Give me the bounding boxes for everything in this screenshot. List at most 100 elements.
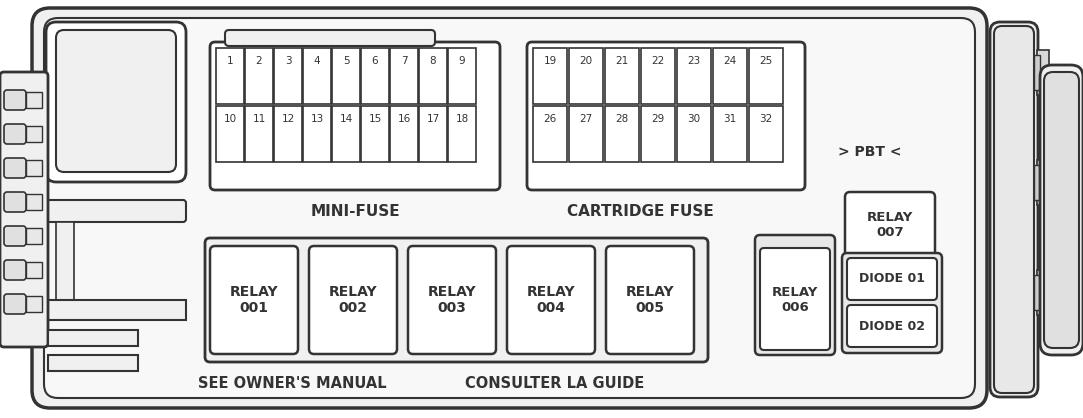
Text: RELAY
005: RELAY 005 <box>626 285 675 315</box>
Text: DIODE 01: DIODE 01 <box>859 273 925 285</box>
FancyBboxPatch shape <box>847 305 937 347</box>
FancyBboxPatch shape <box>225 30 435 46</box>
Bar <box>605 106 639 162</box>
Text: 14: 14 <box>339 114 353 124</box>
Text: 15: 15 <box>368 114 381 124</box>
FancyBboxPatch shape <box>4 226 26 246</box>
FancyBboxPatch shape <box>44 18 975 398</box>
Text: 3: 3 <box>285 56 291 66</box>
Bar <box>332 48 360 104</box>
Bar <box>1034 55 1040 90</box>
Text: 8: 8 <box>430 56 436 66</box>
Bar <box>1034 165 1040 200</box>
Text: 5: 5 <box>342 56 350 66</box>
Text: RELAY
001: RELAY 001 <box>230 285 278 315</box>
Bar <box>274 48 302 104</box>
Text: RELAY
006: RELAY 006 <box>772 286 818 314</box>
FancyBboxPatch shape <box>205 238 708 362</box>
Text: CARTRIDGE FUSE: CARTRIDGE FUSE <box>566 204 714 219</box>
FancyBboxPatch shape <box>408 246 496 354</box>
FancyBboxPatch shape <box>56 30 177 172</box>
Bar <box>677 48 712 104</box>
Text: 6: 6 <box>371 56 378 66</box>
FancyBboxPatch shape <box>309 246 397 354</box>
Bar <box>48 355 138 371</box>
FancyBboxPatch shape <box>994 26 1034 393</box>
Bar <box>713 106 747 162</box>
FancyBboxPatch shape <box>527 42 805 190</box>
Bar <box>245 48 273 104</box>
FancyBboxPatch shape <box>606 246 694 354</box>
Text: 17: 17 <box>427 114 440 124</box>
Text: 19: 19 <box>544 56 557 66</box>
Bar <box>605 48 639 104</box>
Text: 20: 20 <box>579 56 592 66</box>
Bar <box>1038 270 1049 315</box>
Bar <box>216 106 244 162</box>
Bar <box>361 106 389 162</box>
Bar <box>56 222 74 302</box>
FancyBboxPatch shape <box>4 260 26 280</box>
Bar <box>216 48 244 104</box>
Bar <box>26 194 42 210</box>
Text: 23: 23 <box>688 56 701 66</box>
Bar <box>713 48 747 104</box>
Bar <box>533 48 567 104</box>
FancyBboxPatch shape <box>4 294 26 314</box>
Text: 30: 30 <box>688 114 701 124</box>
Bar <box>26 160 42 176</box>
Text: 18: 18 <box>455 114 469 124</box>
Bar <box>45 300 186 320</box>
Bar <box>390 48 418 104</box>
FancyBboxPatch shape <box>210 42 500 190</box>
Text: 2: 2 <box>256 56 262 66</box>
Text: DIODE 02: DIODE 02 <box>859 319 925 332</box>
FancyBboxPatch shape <box>1044 72 1079 348</box>
FancyBboxPatch shape <box>4 124 26 144</box>
Bar <box>390 106 418 162</box>
Text: RELAY
007: RELAY 007 <box>866 211 913 239</box>
FancyBboxPatch shape <box>210 246 298 354</box>
Bar <box>245 106 273 162</box>
Bar <box>533 106 567 162</box>
Text: CONSULTER LA GUIDE: CONSULTER LA GUIDE <box>466 375 644 390</box>
FancyBboxPatch shape <box>4 158 26 178</box>
Text: RELAY
002: RELAY 002 <box>328 285 377 315</box>
Text: RELAY
003: RELAY 003 <box>428 285 477 315</box>
FancyBboxPatch shape <box>4 90 26 110</box>
Text: 7: 7 <box>401 56 407 66</box>
FancyBboxPatch shape <box>847 258 937 300</box>
Bar <box>641 106 675 162</box>
Text: 22: 22 <box>651 56 665 66</box>
FancyBboxPatch shape <box>0 72 48 347</box>
FancyBboxPatch shape <box>845 192 935 257</box>
Bar <box>361 48 389 104</box>
FancyBboxPatch shape <box>45 200 186 222</box>
FancyBboxPatch shape <box>507 246 595 354</box>
Text: 12: 12 <box>282 114 295 124</box>
Text: 26: 26 <box>544 114 557 124</box>
Text: 10: 10 <box>223 114 236 124</box>
FancyBboxPatch shape <box>32 8 987 408</box>
Bar <box>1038 160 1049 205</box>
Bar <box>419 106 447 162</box>
Bar <box>303 106 331 162</box>
Text: 13: 13 <box>311 114 324 124</box>
Text: RELAY
004: RELAY 004 <box>526 285 575 315</box>
Bar <box>48 330 138 346</box>
Bar <box>749 106 783 162</box>
Bar <box>26 296 42 312</box>
Text: 32: 32 <box>759 114 772 124</box>
Text: 29: 29 <box>651 114 665 124</box>
Bar <box>26 126 42 142</box>
Bar <box>641 48 675 104</box>
Bar <box>26 92 42 108</box>
FancyBboxPatch shape <box>45 22 186 182</box>
Bar <box>26 262 42 278</box>
Text: 4: 4 <box>314 56 321 66</box>
Bar <box>1038 50 1049 95</box>
Text: 27: 27 <box>579 114 592 124</box>
Bar <box>332 106 360 162</box>
FancyBboxPatch shape <box>1040 65 1083 355</box>
Text: 1: 1 <box>226 56 233 66</box>
